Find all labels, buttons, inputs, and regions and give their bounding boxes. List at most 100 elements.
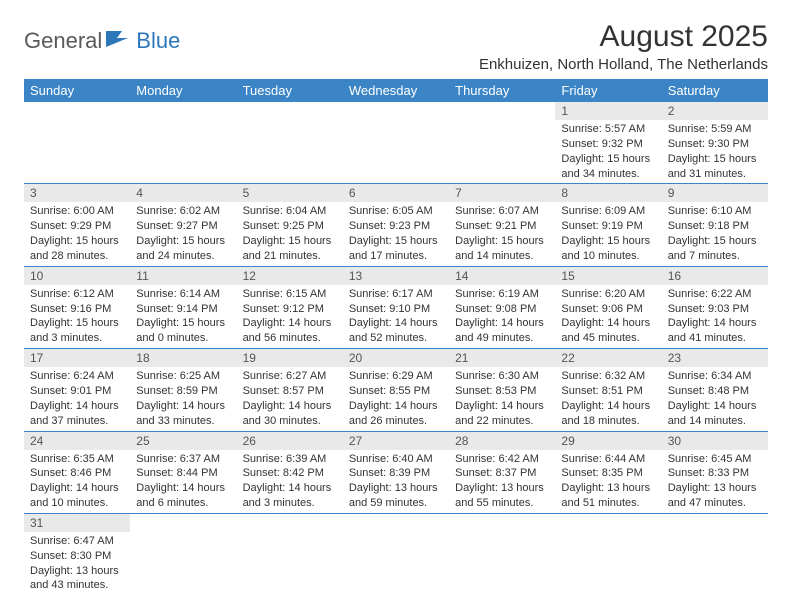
day-number: 31 — [24, 514, 130, 532]
sunrise-line: Sunrise: 6:30 AM — [455, 369, 549, 384]
daylight-line: Daylight: 14 hours and 56 minutes. — [243, 316, 337, 346]
calendar-day-cell: 9Sunrise: 6:10 AMSunset: 9:18 PMDaylight… — [662, 184, 768, 266]
calendar-day-cell: 4Sunrise: 6:02 AMSunset: 9:27 PMDaylight… — [130, 184, 236, 266]
sunset-line: Sunset: 8:57 PM — [243, 384, 337, 399]
daylight-line: Daylight: 15 hours and 31 minutes. — [668, 152, 762, 182]
day-content: Sunrise: 6:15 AMSunset: 9:12 PMDaylight:… — [237, 285, 343, 348]
day-number: 6 — [343, 184, 449, 202]
sunrise-line: Sunrise: 6:07 AM — [455, 204, 549, 219]
day-content: Sunrise: 6:10 AMSunset: 9:18 PMDaylight:… — [662, 202, 768, 265]
weekday-header: Monday — [130, 79, 236, 102]
sunset-line: Sunset: 9:03 PM — [668, 302, 762, 317]
calendar-day-cell: 23Sunrise: 6:34 AMSunset: 8:48 PMDayligh… — [662, 349, 768, 431]
day-number: 2 — [662, 102, 768, 120]
weekday-header: Sunday — [24, 79, 130, 102]
day-number: 16 — [662, 267, 768, 285]
sunrise-line: Sunrise: 6:27 AM — [243, 369, 337, 384]
daylight-line: Daylight: 15 hours and 28 minutes. — [30, 234, 124, 264]
calendar-day-cell — [24, 102, 130, 184]
calendar-day-cell — [662, 513, 768, 595]
logo: General Blue — [24, 28, 180, 54]
day-number: 9 — [662, 184, 768, 202]
calendar-day-cell: 31Sunrise: 6:47 AMSunset: 8:30 PMDayligh… — [24, 513, 130, 595]
logo-flag-icon — [106, 29, 132, 54]
daylight-line: Daylight: 15 hours and 3 minutes. — [30, 316, 124, 346]
daylight-line: Daylight: 14 hours and 3 minutes. — [243, 481, 337, 511]
sunset-line: Sunset: 9:19 PM — [561, 219, 655, 234]
sunrise-line: Sunrise: 6:22 AM — [668, 287, 762, 302]
calendar-day-cell: 5Sunrise: 6:04 AMSunset: 9:25 PMDaylight… — [237, 184, 343, 266]
daylight-line: Daylight: 15 hours and 14 minutes. — [455, 234, 549, 264]
calendar-week-row: 1Sunrise: 5:57 AMSunset: 9:32 PMDaylight… — [24, 102, 768, 184]
sunrise-line: Sunrise: 6:19 AM — [455, 287, 549, 302]
sunrise-line: Sunrise: 6:29 AM — [349, 369, 443, 384]
sunset-line: Sunset: 8:39 PM — [349, 466, 443, 481]
sunrise-line: Sunrise: 6:10 AM — [668, 204, 762, 219]
day-content: Sunrise: 6:07 AMSunset: 9:21 PMDaylight:… — [449, 202, 555, 265]
day-content: Sunrise: 6:30 AMSunset: 8:53 PMDaylight:… — [449, 367, 555, 430]
day-number: 4 — [130, 184, 236, 202]
calendar-day-cell — [449, 102, 555, 184]
calendar-day-cell: 12Sunrise: 6:15 AMSunset: 9:12 PMDayligh… — [237, 266, 343, 348]
weekday-header-row: SundayMondayTuesdayWednesdayThursdayFrid… — [24, 79, 768, 102]
day-content: Sunrise: 6:39 AMSunset: 8:42 PMDaylight:… — [237, 450, 343, 513]
calendar-day-cell: 10Sunrise: 6:12 AMSunset: 9:16 PMDayligh… — [24, 266, 130, 348]
day-number: 30 — [662, 432, 768, 450]
sunset-line: Sunset: 9:14 PM — [136, 302, 230, 317]
weekday-header: Friday — [555, 79, 661, 102]
daylight-line: Daylight: 14 hours and 52 minutes. — [349, 316, 443, 346]
day-number: 5 — [237, 184, 343, 202]
day-content: Sunrise: 6:47 AMSunset: 8:30 PMDaylight:… — [24, 532, 130, 595]
calendar-day-cell: 13Sunrise: 6:17 AMSunset: 9:10 PMDayligh… — [343, 266, 449, 348]
calendar-day-cell: 15Sunrise: 6:20 AMSunset: 9:06 PMDayligh… — [555, 266, 661, 348]
calendar-day-cell: 6Sunrise: 6:05 AMSunset: 9:23 PMDaylight… — [343, 184, 449, 266]
calendar-day-cell: 30Sunrise: 6:45 AMSunset: 8:33 PMDayligh… — [662, 431, 768, 513]
calendar-day-cell: 21Sunrise: 6:30 AMSunset: 8:53 PMDayligh… — [449, 349, 555, 431]
calendar-day-cell: 14Sunrise: 6:19 AMSunset: 9:08 PMDayligh… — [449, 266, 555, 348]
day-content: Sunrise: 6:25 AMSunset: 8:59 PMDaylight:… — [130, 367, 236, 430]
sunrise-line: Sunrise: 6:17 AM — [349, 287, 443, 302]
calendar-day-cell — [555, 513, 661, 595]
sunset-line: Sunset: 9:30 PM — [668, 137, 762, 152]
day-number: 22 — [555, 349, 661, 367]
calendar-day-cell: 17Sunrise: 6:24 AMSunset: 9:01 PMDayligh… — [24, 349, 130, 431]
sunrise-line: Sunrise: 6:04 AM — [243, 204, 337, 219]
daylight-line: Daylight: 13 hours and 55 minutes. — [455, 481, 549, 511]
sunset-line: Sunset: 8:51 PM — [561, 384, 655, 399]
calendar-week-row: 3Sunrise: 6:00 AMSunset: 9:29 PMDaylight… — [24, 184, 768, 266]
daylight-line: Daylight: 14 hours and 30 minutes. — [243, 399, 337, 429]
day-number: 3 — [24, 184, 130, 202]
daylight-line: Daylight: 15 hours and 0 minutes. — [136, 316, 230, 346]
page-subtitle: Enkhuizen, North Holland, The Netherland… — [479, 56, 768, 73]
daylight-line: Daylight: 13 hours and 59 minutes. — [349, 481, 443, 511]
calendar-week-row: 24Sunrise: 6:35 AMSunset: 8:46 PMDayligh… — [24, 431, 768, 513]
sunrise-line: Sunrise: 6:15 AM — [243, 287, 337, 302]
day-number: 14 — [449, 267, 555, 285]
sunrise-line: Sunrise: 5:57 AM — [561, 122, 655, 137]
weekday-header: Thursday — [449, 79, 555, 102]
sunset-line: Sunset: 9:08 PM — [455, 302, 549, 317]
day-content: Sunrise: 6:17 AMSunset: 9:10 PMDaylight:… — [343, 285, 449, 348]
day-content: Sunrise: 6:45 AMSunset: 8:33 PMDaylight:… — [662, 450, 768, 513]
sunset-line: Sunset: 8:48 PM — [668, 384, 762, 399]
calendar-day-cell: 29Sunrise: 6:44 AMSunset: 8:35 PMDayligh… — [555, 431, 661, 513]
calendar-day-cell: 1Sunrise: 5:57 AMSunset: 9:32 PMDaylight… — [555, 102, 661, 184]
day-number: 13 — [343, 267, 449, 285]
day-number: 10 — [24, 267, 130, 285]
page-title: August 2025 — [479, 20, 768, 54]
daylight-line: Daylight: 14 hours and 14 minutes. — [668, 399, 762, 429]
sunrise-line: Sunrise: 6:42 AM — [455, 452, 549, 467]
daylight-line: Daylight: 13 hours and 47 minutes. — [668, 481, 762, 511]
day-content: Sunrise: 6:42 AMSunset: 8:37 PMDaylight:… — [449, 450, 555, 513]
day-content: Sunrise: 6:00 AMSunset: 9:29 PMDaylight:… — [24, 202, 130, 265]
day-content: Sunrise: 6:19 AMSunset: 9:08 PMDaylight:… — [449, 285, 555, 348]
day-number: 18 — [130, 349, 236, 367]
day-number: 26 — [237, 432, 343, 450]
daylight-line: Daylight: 14 hours and 37 minutes. — [30, 399, 124, 429]
title-block: August 2025 Enkhuizen, North Holland, Th… — [479, 20, 768, 73]
calendar-day-cell: 19Sunrise: 6:27 AMSunset: 8:57 PMDayligh… — [237, 349, 343, 431]
day-content: Sunrise: 6:12 AMSunset: 9:16 PMDaylight:… — [24, 285, 130, 348]
daylight-line: Daylight: 14 hours and 45 minutes. — [561, 316, 655, 346]
day-number: 8 — [555, 184, 661, 202]
sunrise-line: Sunrise: 6:34 AM — [668, 369, 762, 384]
